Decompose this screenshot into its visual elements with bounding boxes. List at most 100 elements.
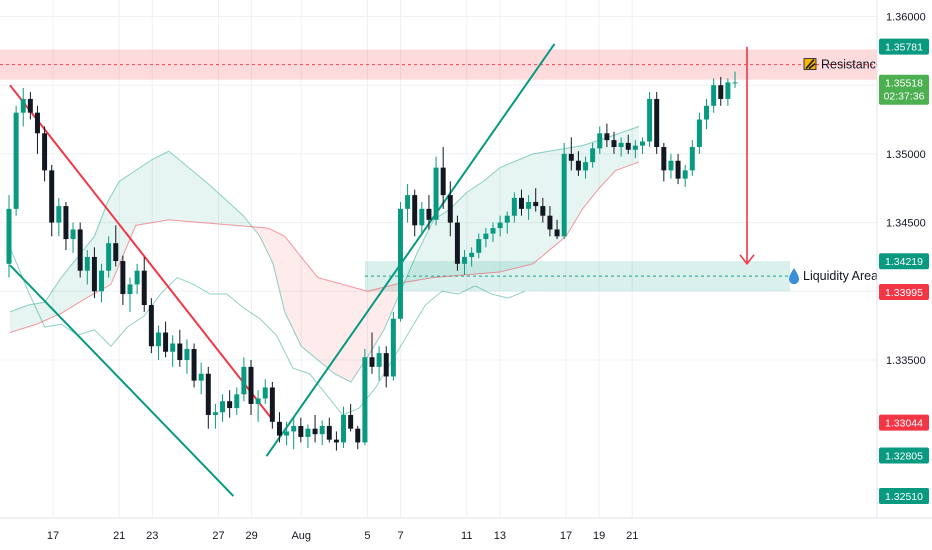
price-badge-bg: [879, 38, 929, 55]
candle: [405, 184, 411, 223]
candle: [518, 189, 524, 216]
x-tick-label: 21: [626, 530, 638, 542]
candle: [255, 390, 261, 422]
candle-body: [42, 133, 48, 171]
candle: [704, 98, 710, 130]
candle: [390, 311, 396, 381]
candle: [348, 403, 354, 432]
y-tick-label: 1.34500: [886, 218, 926, 230]
candle-body: [205, 373, 211, 415]
candle-body: [597, 133, 603, 149]
candle: [682, 164, 688, 187]
candle: [234, 387, 240, 415]
cloud-segment: [378, 287, 383, 340]
candle-body: [312, 428, 318, 435]
cloud-segment: [597, 139, 602, 191]
candle: [383, 346, 389, 388]
cloud-segment: [527, 154, 532, 266]
cloud-segment: [266, 227, 271, 259]
candle-body: [732, 82, 738, 84]
candle: [718, 76, 724, 106]
cloud-segment: [473, 185, 478, 275]
cloud-segment: [220, 195, 226, 225]
x-tick-label: Aug: [291, 530, 311, 542]
cloud-segment: [382, 286, 387, 333]
candle: [590, 142, 596, 168]
candle: [177, 329, 183, 367]
candle-body: [618, 142, 624, 148]
candle: [540, 197, 546, 223]
candle-body: [632, 145, 638, 150]
price-badge-bg: [879, 447, 929, 464]
descending-resistance-line: [9, 84, 274, 422]
cloud-segment: [324, 279, 329, 369]
candle-body: [639, 141, 645, 146]
candle-body: [241, 366, 247, 395]
candle-body: [454, 222, 460, 264]
candle-body: [625, 142, 631, 150]
candle: [262, 379, 268, 404]
candle: [497, 215, 503, 237]
candle-body: [298, 425, 304, 437]
cloud-segment: [18, 307, 23, 330]
cloud-segment: [618, 132, 623, 170]
candle: [654, 92, 660, 154]
candle-body: [583, 162, 589, 171]
candle-body: [483, 233, 489, 240]
x-tick-label: 27: [212, 530, 224, 542]
candle-body: [561, 153, 567, 237]
candle: [170, 335, 176, 367]
cloud-segment: [630, 127, 635, 166]
candle: [77, 222, 83, 278]
candle-body: [447, 195, 453, 223]
cloud-segment: [535, 152, 540, 262]
candle: [49, 164, 55, 237]
candle-body: [476, 239, 482, 253]
candle: [696, 112, 702, 154]
candle-body: [490, 228, 496, 234]
cloud-segment: [158, 154, 164, 222]
candle: [148, 298, 154, 354]
candle: [597, 126, 603, 154]
cloud-segment: [585, 143, 590, 206]
candle: [91, 247, 97, 299]
descending-support-line: [9, 264, 235, 497]
price-badge: 1.32510: [879, 488, 929, 505]
cloud-segment: [134, 168, 139, 230]
construction-sign-icon: [803, 58, 817, 70]
projection-arrow: [739, 46, 755, 266]
droplet-icon: [789, 268, 799, 285]
cloud-segment: [38, 302, 44, 324]
candle: [191, 343, 197, 388]
candle-body: [383, 353, 389, 377]
candle: [84, 250, 90, 285]
candle-body: [518, 197, 524, 209]
candle-body: [77, 229, 83, 271]
cloud-segment: [241, 214, 246, 227]
candle-body: [269, 387, 275, 422]
candle-body: [718, 85, 724, 99]
candle: [212, 403, 218, 429]
candle-body: [291, 425, 297, 432]
cloud-segment: [489, 172, 495, 273]
price-badge-label: 1.32510: [885, 491, 923, 503]
cloud-segment: [436, 215, 441, 278]
candle-body: [696, 119, 702, 148]
candle-body: [148, 305, 154, 347]
candle: [732, 71, 738, 88]
cloud-segment: [551, 150, 557, 249]
cloud-segment: [477, 182, 482, 274]
cloud-segment: [171, 153, 176, 221]
x-tick-label: 19: [593, 530, 605, 542]
span-a-line: [9, 125, 640, 383]
candle-body: [276, 421, 282, 436]
candle: [291, 417, 297, 450]
candle: [526, 195, 532, 220]
cloud-segment: [258, 227, 263, 242]
candle: [220, 394, 226, 422]
candle-body: [91, 256, 97, 292]
candle: [568, 137, 574, 171]
candle: [376, 346, 382, 381]
candle-body: [333, 439, 339, 443]
